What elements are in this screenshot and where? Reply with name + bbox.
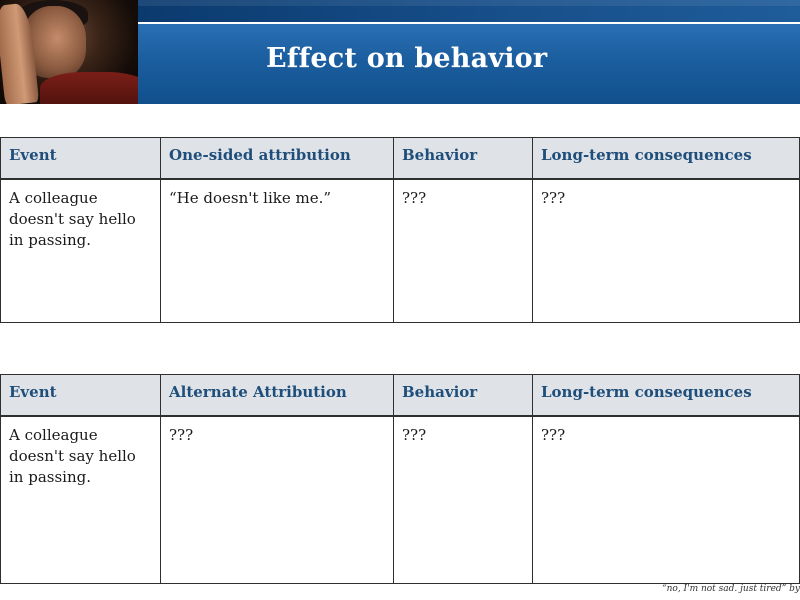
header-cell-event: Event	[0, 137, 161, 180]
photo-credit: “no, I'm not sad. just tired” by	[662, 584, 800, 594]
table-row: A colleague doesn't say hello in passing…	[0, 415, 800, 584]
one-sided-attribution-table: Event One-sided attribution Behavior Lon…	[0, 137, 800, 323]
cell-consequences: ???	[532, 178, 800, 323]
header-top-bar	[138, 0, 800, 22]
header-cell-consequences: Long-term consequences	[532, 137, 800, 180]
header-cell-attribution: One-sided attribution	[160, 137, 394, 180]
header-cell-behavior: Behavior	[393, 374, 533, 417]
cell-behavior: ???	[393, 178, 533, 323]
slide-title: Effect on behavior	[266, 43, 548, 74]
sad-man-photo	[0, 0, 138, 104]
cell-consequences: ???	[532, 415, 800, 584]
header-cell-behavior: Behavior	[393, 137, 533, 180]
table-header-row: Event One-sided attribution Behavior Lon…	[0, 137, 800, 180]
table-row: A colleague doesn't say hello in passing…	[0, 178, 800, 323]
header-cell-attribution: Alternate Attribution	[160, 374, 394, 417]
header-cell-consequences: Long-term consequences	[532, 374, 800, 417]
cell-attribution: ???	[160, 415, 394, 584]
cell-event: A colleague doesn't say hello in passing…	[0, 415, 161, 584]
table-header-row: Event Alternate Attribution Behavior Lon…	[0, 374, 800, 417]
header-title-bar	[138, 24, 800, 104]
header-cell-event: Event	[0, 374, 161, 417]
alternate-attribution-table: Event Alternate Attribution Behavior Lon…	[0, 374, 800, 584]
cell-attribution: “He doesn't like me.”	[160, 178, 394, 323]
cell-event: A colleague doesn't say hello in passing…	[0, 178, 161, 323]
photo-shirt	[40, 72, 138, 104]
cell-behavior: ???	[393, 415, 533, 584]
slide-header: Effect on behavior	[0, 0, 800, 104]
